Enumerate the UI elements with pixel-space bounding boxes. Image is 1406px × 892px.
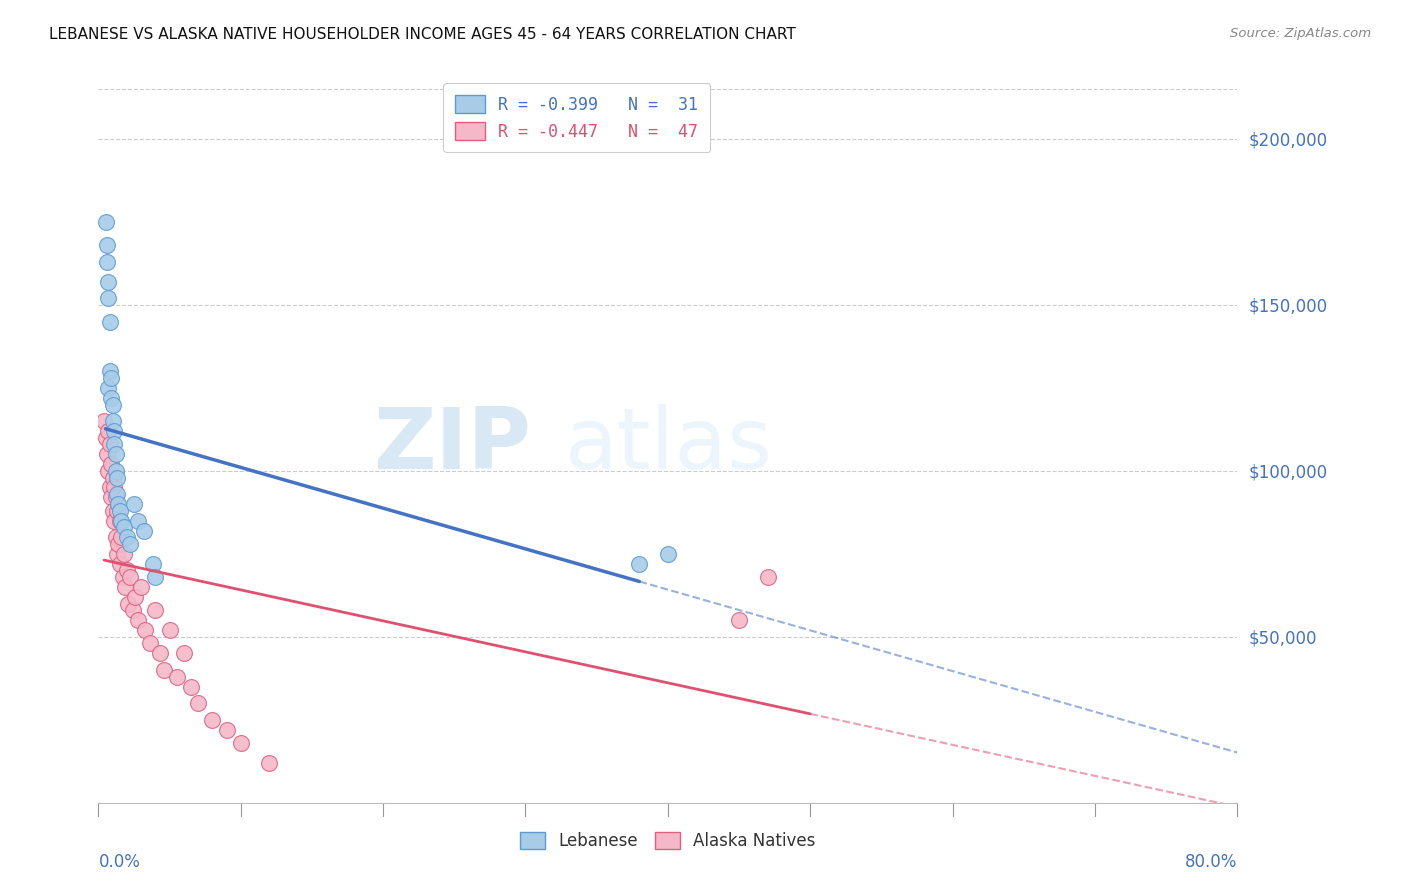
Text: atlas: atlas — [565, 404, 773, 488]
Point — [101, 470, 124, 484]
Point — [97, 381, 120, 395]
Point — [229, 736, 252, 750]
Point — [201, 713, 224, 727]
Point — [153, 663, 176, 677]
Text: ZIP: ZIP — [374, 404, 531, 488]
Point — [103, 481, 125, 495]
Point — [94, 431, 117, 445]
Point — [111, 570, 134, 584]
Point — [187, 696, 209, 710]
Point — [628, 557, 651, 571]
Point — [132, 524, 155, 538]
Point — [129, 580, 152, 594]
Point — [118, 537, 141, 551]
Point — [118, 570, 141, 584]
Point — [112, 547, 135, 561]
Point — [110, 514, 132, 528]
Point — [112, 520, 135, 534]
Point — [728, 613, 751, 627]
Point — [105, 504, 128, 518]
Point — [96, 254, 118, 268]
Point — [127, 514, 149, 528]
Point — [100, 391, 122, 405]
Point — [101, 414, 124, 428]
Point — [173, 647, 195, 661]
Point — [98, 481, 121, 495]
Point — [108, 557, 131, 571]
Point — [138, 636, 160, 650]
Point — [96, 447, 118, 461]
Text: Source: ZipAtlas.com: Source: ZipAtlas.com — [1230, 27, 1371, 40]
Point — [104, 447, 127, 461]
Point — [141, 557, 163, 571]
Point — [97, 424, 120, 438]
Point — [105, 487, 128, 501]
Point — [101, 504, 124, 518]
Point — [145, 570, 167, 584]
Point — [103, 514, 125, 528]
Point — [100, 457, 122, 471]
Point — [115, 564, 138, 578]
Point — [180, 680, 202, 694]
Point — [107, 497, 129, 511]
Point — [104, 491, 127, 505]
Point — [100, 491, 122, 505]
Point — [104, 464, 127, 478]
Point — [756, 570, 779, 584]
Point — [259, 756, 281, 770]
Point — [122, 497, 145, 511]
Point — [117, 597, 139, 611]
Point — [105, 470, 128, 484]
Point — [108, 514, 131, 528]
Point — [104, 530, 127, 544]
Point — [127, 613, 149, 627]
Text: 0.0%: 0.0% — [98, 853, 141, 871]
Point — [134, 624, 156, 638]
Point — [124, 590, 146, 604]
Point — [98, 314, 121, 328]
Point — [115, 530, 138, 544]
Text: 80.0%: 80.0% — [1185, 853, 1237, 871]
Legend: Lebanese, Alaska Natives: Lebanese, Alaska Natives — [512, 824, 824, 859]
Point — [98, 364, 121, 378]
Point — [166, 670, 188, 684]
Point — [657, 547, 679, 561]
Point — [103, 437, 125, 451]
Point — [110, 530, 132, 544]
Point — [114, 580, 136, 594]
Point — [101, 397, 124, 411]
Point — [149, 647, 172, 661]
Point — [159, 624, 181, 638]
Point — [100, 371, 122, 385]
Point — [96, 238, 118, 252]
Point — [97, 275, 120, 289]
Point — [103, 424, 125, 438]
Point — [97, 291, 120, 305]
Point — [121, 603, 143, 617]
Text: LEBANESE VS ALASKA NATIVE HOUSEHOLDER INCOME AGES 45 - 64 YEARS CORRELATION CHAR: LEBANESE VS ALASKA NATIVE HOUSEHOLDER IN… — [49, 27, 796, 42]
Point — [94, 215, 117, 229]
Point — [98, 437, 121, 451]
Point — [108, 504, 131, 518]
Point — [107, 537, 129, 551]
Point — [145, 603, 167, 617]
Point — [93, 414, 115, 428]
Point — [105, 547, 128, 561]
Point — [97, 464, 120, 478]
Point — [215, 723, 238, 737]
